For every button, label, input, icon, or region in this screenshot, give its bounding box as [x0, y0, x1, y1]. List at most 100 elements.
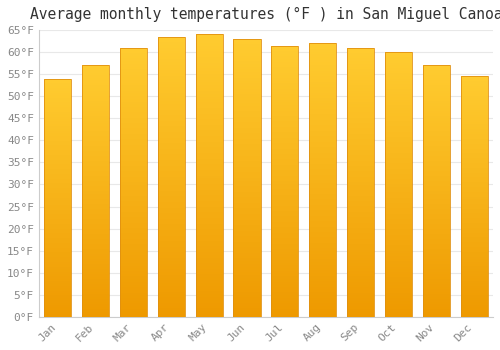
Bar — [44, 281, 72, 284]
Bar — [422, 266, 450, 269]
Bar — [347, 64, 374, 66]
Bar — [385, 235, 412, 237]
Bar — [82, 254, 109, 257]
Bar — [385, 290, 412, 293]
Bar — [347, 61, 374, 64]
Bar — [196, 35, 223, 37]
Bar — [196, 83, 223, 85]
Bar — [422, 123, 450, 126]
Bar — [158, 129, 185, 132]
Bar — [460, 237, 488, 240]
Bar — [120, 212, 147, 215]
Bar — [234, 80, 260, 83]
Bar — [234, 131, 260, 133]
Bar — [309, 273, 336, 276]
Bar — [82, 133, 109, 136]
Bar — [385, 63, 412, 65]
Bar — [347, 293, 374, 295]
Bar — [234, 50, 260, 53]
Bar — [158, 112, 185, 115]
Bar — [196, 131, 223, 133]
Bar — [120, 206, 147, 209]
Bar — [460, 91, 488, 93]
Bar — [120, 142, 147, 145]
Bar — [271, 149, 298, 151]
Bar — [158, 289, 185, 292]
Bar — [196, 306, 223, 308]
Bar — [44, 145, 72, 148]
Bar — [196, 193, 223, 195]
Bar — [422, 216, 450, 219]
Bar — [234, 200, 260, 203]
Bar — [385, 71, 412, 73]
Bar — [82, 176, 109, 178]
Bar — [44, 148, 72, 150]
Bar — [271, 157, 298, 160]
Bar — [309, 142, 336, 145]
Bar — [385, 224, 412, 227]
Bar — [196, 210, 223, 212]
Bar — [347, 158, 374, 161]
Bar — [422, 111, 450, 113]
Bar — [44, 198, 72, 200]
Bar — [460, 230, 488, 233]
Bar — [82, 216, 109, 219]
Bar — [309, 303, 336, 306]
Bar — [422, 113, 450, 116]
Bar — [120, 93, 147, 96]
Bar — [196, 159, 223, 162]
Bar — [120, 293, 147, 295]
Bar — [120, 185, 147, 188]
Bar — [422, 148, 450, 151]
Bar — [158, 115, 185, 118]
Bar — [234, 97, 260, 100]
Bar — [385, 113, 412, 116]
Bar — [120, 252, 147, 255]
Bar — [158, 283, 185, 286]
Bar — [385, 230, 412, 232]
Bar — [347, 290, 374, 293]
Bar — [309, 194, 336, 196]
Bar — [271, 312, 298, 314]
Bar — [385, 282, 412, 285]
Bar — [44, 284, 72, 286]
Bar — [347, 276, 374, 279]
Bar — [158, 241, 185, 244]
Bar — [422, 138, 450, 141]
Bar — [196, 240, 223, 243]
Bar — [347, 128, 374, 131]
Bar — [234, 195, 260, 197]
Bar — [234, 111, 260, 114]
Bar — [309, 235, 336, 238]
Bar — [422, 269, 450, 272]
Bar — [44, 307, 72, 310]
Bar — [309, 166, 336, 169]
Bar — [385, 89, 412, 92]
Bar — [234, 150, 260, 153]
Bar — [234, 183, 260, 186]
Bar — [44, 300, 72, 302]
Bar — [82, 85, 109, 88]
Bar — [309, 87, 336, 90]
Bar — [158, 62, 185, 65]
Bar — [271, 227, 298, 230]
Bar — [44, 105, 72, 107]
Bar — [460, 194, 488, 197]
Bar — [196, 263, 223, 266]
Bar — [196, 294, 223, 297]
Bar — [347, 301, 374, 303]
Bar — [309, 139, 336, 142]
Bar — [271, 154, 298, 157]
Bar — [347, 220, 374, 223]
Bar — [422, 272, 450, 274]
Bar — [234, 67, 260, 69]
Bar — [385, 237, 412, 240]
Bar — [82, 224, 109, 226]
Bar — [120, 131, 147, 134]
Bar — [196, 122, 223, 125]
Bar — [158, 306, 185, 308]
Bar — [82, 284, 109, 287]
Bar — [234, 219, 260, 222]
Bar — [234, 56, 260, 58]
Bar — [385, 179, 412, 182]
